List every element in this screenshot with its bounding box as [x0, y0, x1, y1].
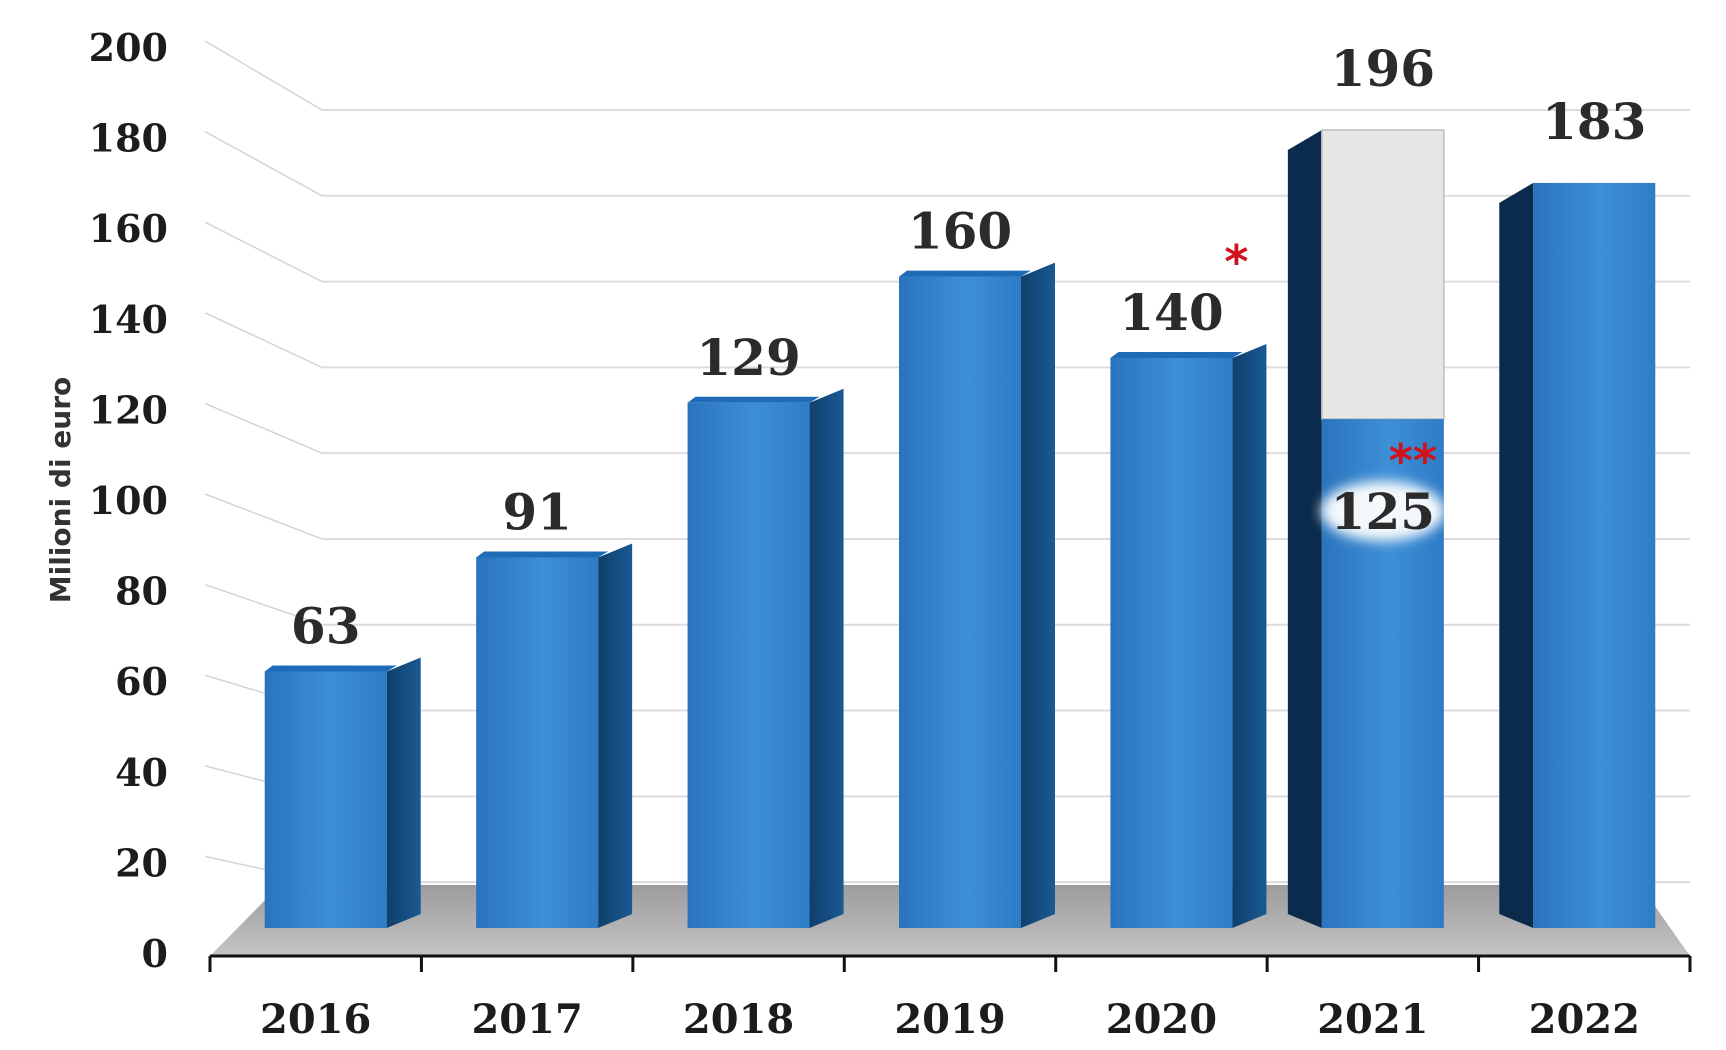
y-tick-label: 180 — [89, 116, 168, 161]
x-tick-label: 2017 — [471, 996, 582, 1043]
bar — [1110, 358, 1233, 928]
gridline-diagonal — [204, 583, 323, 626]
bar-side — [386, 657, 421, 928]
y-tick-label: 120 — [89, 387, 168, 432]
bar-side — [1287, 130, 1322, 928]
bar-top — [1110, 352, 1243, 358]
data-label: 129 — [696, 328, 800, 387]
y-tick-label: 80 — [115, 569, 168, 614]
bar-side — [1021, 262, 1055, 929]
gridline-diagonal — [204, 312, 323, 369]
gridline-diagonal — [204, 130, 323, 197]
data-label: 183 — [1542, 92, 1646, 151]
bar-segment-upper — [1321, 129, 1445, 420]
bar-side — [809, 388, 844, 928]
y-tick-label: 40 — [115, 750, 168, 795]
gridline-diagonal — [204, 40, 323, 111]
data-label: 140 — [1119, 283, 1223, 342]
gridline-diagonal — [204, 221, 323, 283]
annotation-asterisk: ** — [1389, 434, 1437, 488]
x-tick-label: 2018 — [683, 996, 794, 1043]
y-tick-label: 200 — [89, 25, 168, 70]
bar-top — [476, 551, 609, 558]
data-label: 63 — [291, 597, 361, 656]
x-tick-label: 2022 — [1529, 996, 1640, 1043]
data-label: 91 — [502, 483, 572, 542]
x-tick-label: 2019 — [894, 996, 1005, 1043]
data-label: 196 — [1331, 39, 1435, 98]
bar — [476, 557, 599, 928]
annotation-asterisk: * — [1224, 235, 1248, 289]
gridline-diagonal — [204, 493, 323, 540]
y-tick-label: 100 — [89, 478, 168, 523]
bar — [687, 402, 810, 928]
bar-top — [264, 665, 397, 672]
bar-side — [1232, 344, 1267, 928]
y-tick-label: 20 — [115, 840, 168, 885]
x-tick-label: 2020 — [1106, 996, 1217, 1043]
y-tick-label: 160 — [89, 206, 168, 251]
bar — [899, 276, 1021, 929]
data-label-glow — [1320, 481, 1445, 542]
bar — [1533, 182, 1656, 928]
bar — [264, 671, 387, 928]
bar-top — [899, 270, 1031, 277]
data-label: 160 — [908, 202, 1012, 261]
bar-side — [598, 543, 633, 928]
y-tick-label: 60 — [115, 659, 168, 704]
data-label: 125 — [1331, 482, 1435, 541]
gridline-diagonal — [204, 402, 323, 454]
x-tick-label: 2021 — [1317, 996, 1428, 1043]
x-tick-label: 2016 — [260, 996, 371, 1043]
y-tick-label: 0 — [142, 931, 168, 976]
bar-top — [687, 396, 820, 403]
y-tick-label: 140 — [89, 297, 168, 342]
y-axis-title: Milioni di euro — [44, 377, 77, 604]
bar-side — [1499, 182, 1534, 928]
